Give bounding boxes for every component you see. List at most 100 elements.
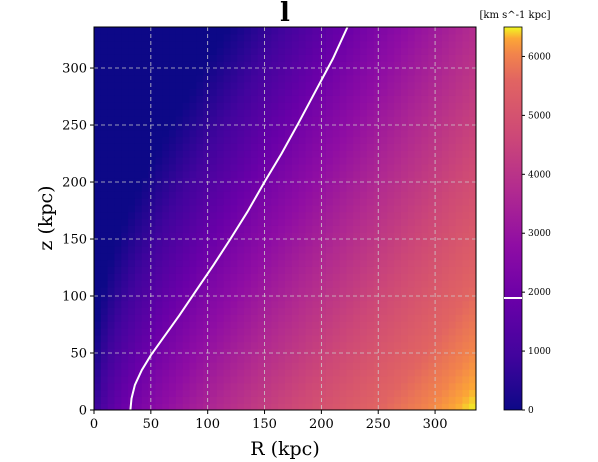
heatmap-cell bbox=[441, 61, 450, 69]
heatmap-cell bbox=[298, 61, 307, 69]
heatmap-cell bbox=[148, 321, 156, 329]
heatmap-cell bbox=[134, 184, 143, 192]
heatmap-cell bbox=[162, 273, 170, 281]
heatmap-cell bbox=[400, 245, 409, 254]
x-tick-label: 50 bbox=[143, 417, 160, 432]
heatmap-cell bbox=[332, 156, 341, 165]
heatmap-cell bbox=[400, 334, 409, 343]
heatmap-cell bbox=[148, 40, 156, 49]
heatmap-cell bbox=[182, 334, 191, 343]
heatmap-cell bbox=[387, 88, 395, 96]
heatmap-cell bbox=[237, 61, 245, 69]
heatmap-cell bbox=[169, 191, 177, 199]
heatmap-cell bbox=[353, 368, 361, 377]
heatmap-cell bbox=[414, 27, 423, 35]
heatmap-cell bbox=[291, 368, 300, 377]
heatmap-cell bbox=[155, 122, 163, 131]
heatmap-cell bbox=[400, 396, 409, 404]
heatmap-cell bbox=[353, 286, 361, 295]
heatmap-cell bbox=[312, 74, 320, 83]
heatmap-cell bbox=[346, 197, 354, 206]
heatmap-cell bbox=[448, 191, 457, 199]
heatmap-cell bbox=[271, 273, 279, 281]
heatmap-cell bbox=[366, 211, 375, 220]
heatmap-cell bbox=[380, 252, 388, 261]
heatmap-cell bbox=[169, 225, 177, 233]
heatmap-cell bbox=[414, 61, 423, 69]
heatmap-cell bbox=[94, 348, 102, 356]
heatmap-cell bbox=[162, 122, 170, 131]
heatmap-cell bbox=[155, 143, 163, 151]
heatmap-cell bbox=[325, 191, 334, 199]
heatmap-cell bbox=[141, 197, 150, 206]
heatmap-cell bbox=[387, 150, 395, 158]
heatmap-cell bbox=[455, 382, 463, 391]
heatmap-cell bbox=[448, 266, 457, 274]
heatmap-cell bbox=[223, 403, 232, 410]
heatmap-cell bbox=[216, 61, 225, 69]
heatmap-cell bbox=[209, 382, 218, 391]
heatmap-cell bbox=[169, 177, 177, 185]
heatmap-cell bbox=[264, 136, 272, 144]
heatmap-cell bbox=[455, 33, 463, 42]
heatmap-cell bbox=[380, 348, 388, 356]
heatmap-cell bbox=[380, 122, 388, 131]
heatmap-cell bbox=[169, 163, 177, 172]
heatmap-cell bbox=[441, 396, 450, 404]
heatmap-cell bbox=[435, 109, 443, 117]
heatmap-cell bbox=[230, 68, 238, 76]
heatmap-cell bbox=[94, 115, 102, 124]
heatmap-cell bbox=[230, 321, 238, 329]
heatmap-cell bbox=[380, 321, 388, 329]
heatmap-cell bbox=[428, 95, 436, 103]
heatmap-cell bbox=[175, 197, 184, 206]
heatmap-cell bbox=[264, 314, 272, 322]
heatmap-cell bbox=[414, 74, 423, 83]
heatmap-cell bbox=[94, 177, 102, 185]
heatmap-cell bbox=[366, 321, 375, 329]
heatmap-cell bbox=[366, 239, 375, 247]
heatmap-cell bbox=[366, 197, 375, 206]
heatmap-cell bbox=[182, 115, 191, 124]
heatmap-cell bbox=[298, 341, 307, 350]
y-tick-label: 300 bbox=[62, 62, 87, 77]
heatmap-cell bbox=[373, 348, 382, 356]
heatmap-cell bbox=[216, 245, 225, 254]
heatmap-cell bbox=[298, 191, 307, 199]
heatmap-cell bbox=[134, 368, 143, 377]
heatmap-cell bbox=[455, 102, 463, 110]
heatmap-cell bbox=[319, 307, 327, 315]
heatmap-cell bbox=[121, 280, 129, 288]
heatmap-cell bbox=[230, 170, 238, 179]
heatmap-cell bbox=[400, 218, 409, 226]
y-axis-label: z (kpc) bbox=[35, 185, 57, 250]
heatmap-cell bbox=[134, 95, 143, 103]
heatmap-cell bbox=[305, 88, 313, 96]
heatmap-cell bbox=[209, 307, 218, 315]
heatmap-cell bbox=[291, 382, 300, 391]
heatmap-cell bbox=[94, 307, 102, 315]
heatmap-cell bbox=[428, 163, 436, 172]
heatmap-cell bbox=[380, 156, 388, 165]
heatmap-cell bbox=[278, 389, 286, 397]
heatmap-cell bbox=[373, 95, 382, 103]
heatmap-cell bbox=[223, 259, 232, 267]
heatmap-cell bbox=[203, 122, 211, 131]
heatmap-cell bbox=[319, 403, 327, 410]
heatmap-cell bbox=[128, 109, 136, 117]
heatmap-cell bbox=[244, 245, 252, 254]
heatmap-cell bbox=[325, 382, 334, 391]
heatmap-cell bbox=[244, 300, 252, 309]
heatmap-cell bbox=[360, 300, 368, 309]
heatmap-cell bbox=[155, 115, 163, 124]
heatmap-cell bbox=[285, 184, 293, 192]
heatmap-cell bbox=[216, 156, 225, 165]
heatmap-cell bbox=[285, 197, 293, 206]
heatmap-cell bbox=[100, 389, 109, 397]
heatmap-cell bbox=[373, 40, 382, 49]
heatmap-cell bbox=[298, 27, 307, 35]
heatmap-cell bbox=[298, 259, 307, 267]
heatmap-cell bbox=[114, 218, 122, 226]
heatmap-cell bbox=[257, 293, 266, 302]
heatmap-cell bbox=[346, 184, 354, 192]
